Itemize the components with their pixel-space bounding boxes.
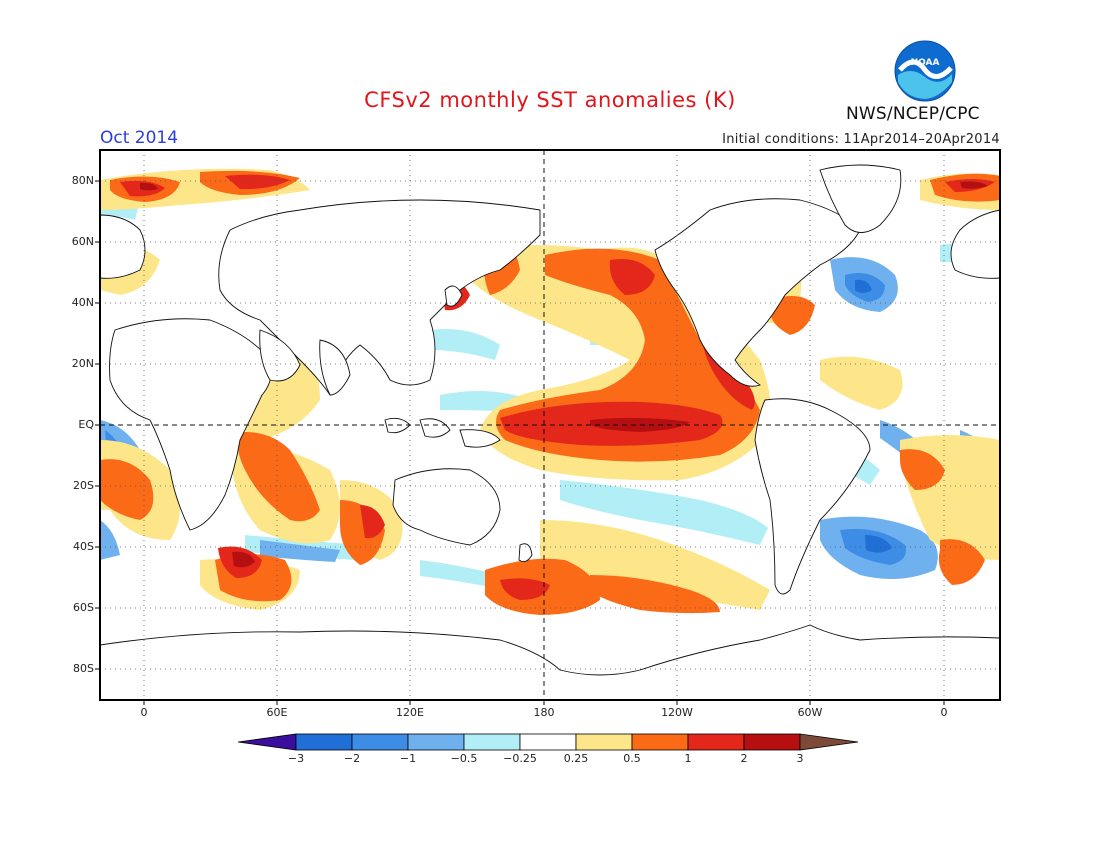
colorbar-label-neg3: −3 [287, 752, 305, 765]
colorbar [238, 733, 859, 751]
lon-label-0-east: 0 [940, 706, 948, 719]
colorbar-label-3: 3 [796, 752, 804, 765]
lon-label-180: 180 [533, 706, 555, 719]
colorbar-segment-0 [238, 733, 297, 751]
europe-edge-right [950, 209, 1000, 279]
lat-label-60s: 60S [73, 601, 94, 614]
axis-ticks [95, 180, 945, 705]
colorbar-label-neg2: −2 [343, 752, 361, 765]
borneo [419, 418, 451, 438]
lon-label-120e: 120E [396, 706, 424, 719]
lat-label-20s: 20S [73, 479, 94, 492]
new-zealand [518, 543, 533, 563]
lat-label-80s: 80S [73, 662, 94, 675]
colorbar-segment-8 [687, 733, 745, 751]
japan [444, 285, 463, 307]
arabia [259, 329, 301, 382]
australia [392, 468, 501, 546]
lat-label-20n: 20N [71, 357, 94, 370]
initial-conditions: Initial conditions: 11Apr2014–20Apr2014 [722, 132, 1000, 147]
continents [100, 164, 1000, 700]
colorbar-label-2: 2 [740, 752, 748, 765]
anomaly-field [100, 150, 1000, 700]
lon-label-60w: 60W [797, 706, 823, 719]
colorbar-segment-7 [631, 733, 689, 751]
lon-label-120w: 120W [661, 706, 693, 719]
lat-label-40s: 40S [73, 540, 94, 553]
anomaly-strong-blue [855, 279, 892, 553]
colorbar-segment-5 [519, 733, 577, 751]
month-label: Oct 2014 [100, 128, 179, 148]
colorbar-label-1: 1 [684, 752, 692, 765]
colorbar-segment-3 [407, 733, 465, 751]
logo-text: NOAA [911, 58, 940, 68]
colorbar-segment-4 [463, 733, 521, 751]
lon-label-60e: 60E [266, 706, 288, 719]
equator-dateline [100, 150, 1000, 700]
lat-label-eq: EQ [78, 418, 94, 431]
lat-label-40n: 40N [71, 296, 94, 309]
colorbar-label-0-5: 0.5 [623, 752, 641, 765]
colorbar-label-neg0-25: −0.25 [503, 752, 537, 765]
chart-title: CFSv2 monthly SST anomalies (K) [364, 88, 736, 112]
greenland [819, 164, 902, 233]
lon-label-0-west: 0 [140, 706, 148, 719]
europe-edge-left [100, 214, 146, 279]
noaa-logo-icon: NOAA [894, 40, 956, 102]
lat-label-60n: 60N [71, 235, 94, 248]
colorbar-segment-10 [799, 733, 859, 751]
colorbar-label-neg1: −1 [399, 752, 417, 765]
lat-label-80n: 80N [71, 174, 94, 187]
africa [109, 318, 272, 531]
colorbar-segment-2 [351, 733, 409, 751]
colorbar-label-neg0-5: −0.5 [450, 752, 478, 765]
india [319, 339, 351, 396]
colorbar-label-0-25: 0.25 [563, 752, 589, 765]
colorbar-segment-6 [575, 733, 633, 751]
south-america [754, 398, 871, 595]
colorbar-segment-9 [743, 733, 801, 751]
north-america [654, 198, 861, 387]
agency-label: NWS/NCEP/CPC [846, 104, 980, 124]
antarctica [100, 624, 1000, 700]
new-guinea [459, 429, 501, 448]
colorbar-segment-1 [295, 733, 353, 751]
